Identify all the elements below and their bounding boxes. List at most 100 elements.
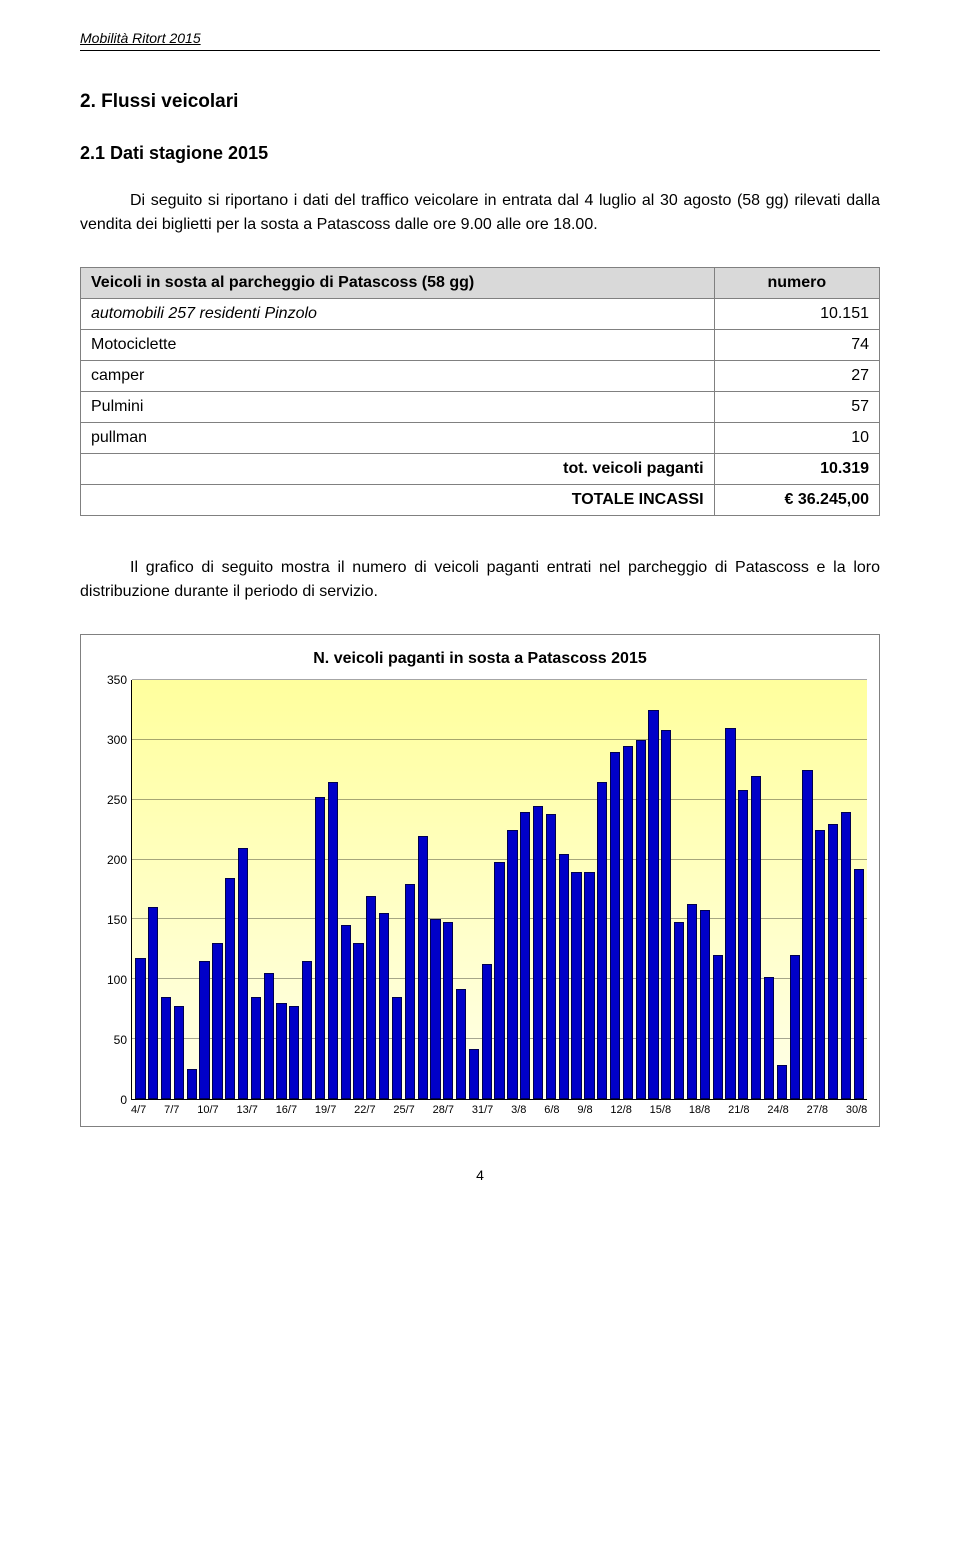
- chart-x-tick: [415, 1104, 424, 1116]
- chart-x-tick: [710, 1104, 719, 1116]
- table-cell-label: Motociclette: [81, 330, 715, 361]
- chart-bar: [738, 790, 748, 1099]
- chart-x-tick: [424, 1104, 433, 1116]
- chart-x-tick: [671, 1104, 680, 1116]
- chart-x-tick: [593, 1104, 602, 1116]
- chart-bar-slot: [596, 680, 609, 1099]
- chart-bar-slot: [647, 680, 660, 1099]
- chart-bar: [212, 943, 222, 1099]
- chart-bar-slot: [160, 680, 173, 1099]
- table-cell-label: camper: [81, 361, 715, 392]
- chart-y-tick: 300: [107, 733, 127, 747]
- chart-bar-slot: [249, 680, 262, 1099]
- table-row: automobili 257 residenti Pinzolo10.151: [81, 299, 880, 330]
- chart-x-tick: [463, 1104, 472, 1116]
- chart-title: N. veicoli paganti in sosta a Patascoss …: [93, 650, 867, 668]
- chart-bar-slot: [365, 680, 378, 1099]
- chart-bar: [623, 746, 633, 1099]
- chart-y-tick: 250: [107, 793, 127, 807]
- chart-bar: [546, 814, 556, 1099]
- chart-bar-slot: [455, 680, 468, 1099]
- chart-x-tick: [602, 1104, 611, 1116]
- chart-bar-slot: [326, 680, 339, 1099]
- chart-bar: [661, 730, 671, 1099]
- table-row: camper27: [81, 361, 880, 392]
- chart-bar: [482, 964, 492, 1099]
- chart-x-tick: [306, 1104, 315, 1116]
- chart-y-axis: 050100150200250300350: [93, 680, 131, 1100]
- table-head-value: numero: [714, 268, 879, 299]
- chart-x-tick: [758, 1104, 767, 1116]
- chart-y-tick: 0: [120, 1093, 127, 1107]
- chart-bar: [135, 958, 145, 1099]
- table-total-label: tot. veicoli paganti: [81, 454, 715, 485]
- chart-bar-slot: [339, 680, 352, 1099]
- chart-x-tick: [526, 1104, 535, 1116]
- chart-bar-slot: [391, 680, 404, 1099]
- chart-bar-slot: [763, 680, 776, 1099]
- chart-bar: [353, 943, 363, 1099]
- chart-bar: [507, 830, 517, 1099]
- chart-bar: [725, 728, 735, 1099]
- chart-x-tick: [219, 1104, 228, 1116]
- chart-bar: [674, 922, 684, 1099]
- chart-y-tick: 200: [107, 853, 127, 867]
- chart-bar-slot: [775, 680, 788, 1099]
- section-heading: 2. Flussi veicolari: [80, 91, 880, 113]
- document-header: Mobilità Ritort 2015: [80, 30, 880, 51]
- chart-bar-slot: [750, 680, 763, 1099]
- chart-bar-slot: [403, 680, 416, 1099]
- chart-bar: [418, 836, 428, 1099]
- chart-bar: [469, 1049, 479, 1099]
- table-row: Motociclette74: [81, 330, 880, 361]
- chart-bar: [251, 997, 261, 1099]
- chart-bar-slot: [827, 680, 840, 1099]
- chart-x-tick: [680, 1104, 689, 1116]
- chart-x-tick: 12/8: [610, 1104, 631, 1116]
- chart-bar-slot: [737, 680, 750, 1099]
- chart-bar: [199, 961, 209, 1099]
- chart-bar: [802, 770, 812, 1099]
- chart-bar: [187, 1069, 197, 1099]
- chart-x-tick: 28/7: [433, 1104, 454, 1116]
- table-cell-value: 27: [714, 361, 879, 392]
- paragraph-chart: Il grafico di seguito mostra il numero d…: [80, 556, 880, 604]
- chart-x-tick: [641, 1104, 650, 1116]
- chart-bar: [341, 925, 351, 1099]
- chart-x-tick: [502, 1104, 511, 1116]
- chart-bar: [648, 710, 658, 1099]
- chart-bar-slot: [172, 680, 185, 1099]
- chart-bar-slot: [519, 680, 532, 1099]
- chart-bar-slot: [532, 680, 545, 1099]
- chart-bar-slot: [788, 680, 801, 1099]
- chart-bar: [828, 824, 838, 1099]
- chart-x-axis: 4/77/710/713/716/719/722/725/728/731/73/…: [131, 1104, 867, 1116]
- chart-bar-slot: [673, 680, 686, 1099]
- chart-bar-slot: [557, 680, 570, 1099]
- chart-bar-slot: [314, 680, 327, 1099]
- chart-x-tick: [376, 1104, 385, 1116]
- chart-bar-slot: [480, 680, 493, 1099]
- chart-y-tick: 350: [107, 673, 127, 687]
- chart-x-tick: 9/8: [577, 1104, 592, 1116]
- bar-chart: N. veicoli paganti in sosta a Patascoss …: [80, 634, 880, 1127]
- chart-bar-slot: [660, 680, 673, 1099]
- chart-bar: [225, 878, 235, 1099]
- chart-bar-slot: [583, 680, 596, 1099]
- chart-x-tick: 31/7: [472, 1104, 493, 1116]
- chart-bar: [494, 862, 504, 1099]
- chart-bar: [456, 989, 466, 1099]
- table-row: Pulmini57: [81, 392, 880, 423]
- chart-x-tick: [535, 1104, 544, 1116]
- chart-y-tick: 100: [107, 973, 127, 987]
- chart-bar: [174, 1006, 184, 1099]
- chart-plot-area: [131, 680, 867, 1100]
- table-row-total: tot. veicoli paganti10.319: [81, 454, 880, 485]
- chart-x-tick: [345, 1104, 354, 1116]
- chart-y-tick: 150: [107, 913, 127, 927]
- chart-bar-slot: [262, 680, 275, 1099]
- chart-x-tick: [267, 1104, 276, 1116]
- table-cell-value: 57: [714, 392, 879, 423]
- chart-x-tick: 25/7: [393, 1104, 414, 1116]
- chart-bar-slot: [378, 680, 391, 1099]
